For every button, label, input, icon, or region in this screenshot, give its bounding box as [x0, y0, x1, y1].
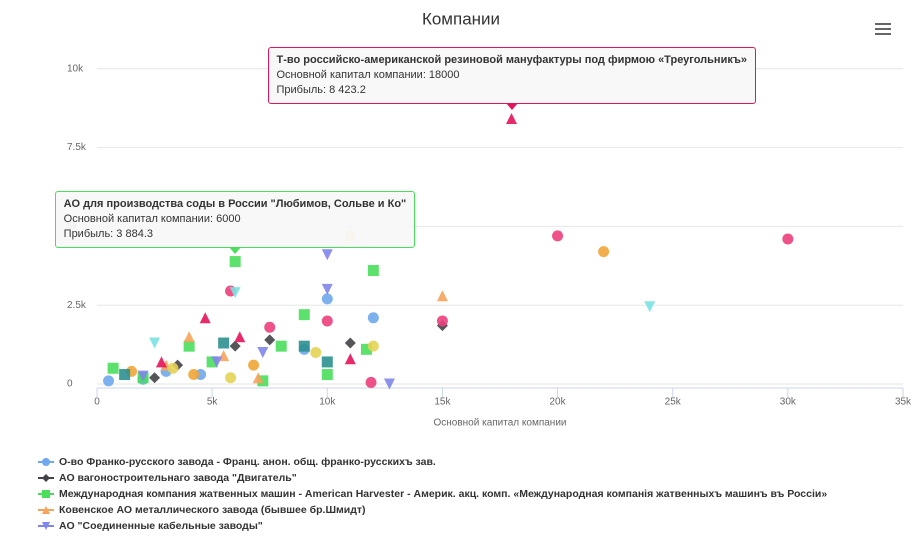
legend-item: АО "Соединенные кабельные заводы"	[38, 518, 918, 534]
point	[365, 376, 377, 388]
point	[598, 246, 610, 258]
y-tick-label: 2.5k	[67, 300, 87, 311]
x-tick-label: 25k	[665, 397, 682, 408]
legend-symbol	[38, 506, 54, 514]
point	[206, 356, 218, 368]
x-tick-label: 10k	[319, 397, 336, 408]
tooltip: Т-во российско-американской резиновой ма…	[267, 47, 756, 105]
point	[321, 356, 333, 368]
point	[229, 256, 241, 268]
legend-label: АО "Соединенные кабельные заводы"	[59, 520, 263, 532]
point	[188, 369, 200, 381]
point	[506, 112, 518, 124]
legend-symbol	[38, 458, 54, 466]
point	[42, 458, 50, 466]
tooltip-arrow	[505, 103, 518, 111]
tooltip-line: Прибыль: 8 423.2	[276, 84, 366, 97]
legend-item: Международная компания жатвенных машин -…	[38, 486, 918, 502]
legend-item: Ковенское АО металлического завода (бывш…	[38, 502, 918, 518]
point	[119, 369, 131, 381]
point	[42, 474, 50, 482]
point	[257, 346, 269, 358]
point	[298, 340, 310, 352]
point	[252, 372, 264, 384]
tooltip-arrow	[229, 246, 242, 254]
legend-label: О-во Франко-русского завода - Франц. ано…	[59, 456, 436, 468]
legend-label: Ковенское АО металлического завода (бывш…	[59, 504, 366, 516]
point	[149, 337, 161, 349]
x-tick-label: 30k	[780, 397, 797, 408]
point	[167, 362, 179, 374]
chart: Компании Основной капитал компании 0 2.5k…	[67, 9, 912, 429]
legend-symbol	[38, 522, 54, 530]
tooltip-title: АО для производства соды в России "Любим…	[63, 197, 407, 210]
point	[344, 353, 356, 365]
x-tick-label: 35k	[895, 397, 912, 408]
tooltip-title: Т-во российско-американской резиновой ма…	[276, 54, 747, 67]
y-tick-label: 0	[67, 379, 73, 390]
legend-label: АО вагоностроительнаго завода "Двигатель…	[59, 472, 297, 484]
x-tick-label: 0	[94, 397, 100, 408]
legend-item: О-во Франко-русского завода - Франц. ано…	[38, 454, 918, 470]
point	[234, 331, 246, 343]
point	[310, 346, 322, 358]
x-tick-label: 5k	[207, 397, 219, 408]
point	[149, 372, 161, 384]
point	[367, 312, 379, 324]
point	[229, 287, 241, 299]
point	[367, 265, 379, 277]
legend-symbol	[38, 474, 54, 482]
point	[383, 378, 395, 390]
point	[257, 375, 269, 387]
tooltip-line: Основной капитал компании: 6000	[63, 212, 241, 225]
point	[42, 506, 50, 514]
point	[183, 340, 195, 352]
point	[275, 340, 287, 352]
y-tick-label: 7.5k	[67, 142, 87, 153]
point	[344, 337, 356, 349]
tooltip: АО для производства соды в России "Любим…	[54, 190, 416, 248]
legend-item: АО вагоностроительнаго завода "Двигатель…	[38, 470, 918, 486]
point	[225, 372, 237, 384]
point	[42, 522, 50, 530]
point	[264, 334, 276, 346]
x-tick-label: 15k	[434, 397, 451, 408]
chart-title: Компании	[422, 9, 500, 28]
point	[42, 490, 50, 498]
point	[367, 340, 379, 352]
point	[137, 370, 149, 382]
point	[321, 293, 333, 305]
legend-label: Международная компания жатвенных машин -…	[59, 488, 828, 500]
point	[298, 309, 310, 321]
legend-symbol	[38, 490, 54, 498]
tooltip-line: Прибыль: 3 884.3	[63, 227, 153, 240]
point	[436, 290, 448, 302]
y-tick-label: 10k	[67, 63, 84, 74]
point	[199, 312, 211, 324]
point	[229, 340, 241, 352]
point	[644, 301, 656, 313]
point	[211, 356, 223, 368]
point	[103, 375, 115, 387]
point	[248, 359, 260, 371]
point	[264, 321, 276, 333]
menu-icon[interactable]	[875, 23, 891, 35]
point	[321, 315, 333, 327]
point	[552, 230, 564, 242]
point	[107, 362, 119, 374]
point	[155, 356, 167, 368]
point	[782, 233, 794, 245]
point	[321, 369, 333, 381]
legend: О-во Франко-русского завода - Франц. ано…	[38, 454, 918, 534]
point	[321, 249, 333, 261]
point	[321, 283, 333, 295]
x-tick-label: 20k	[550, 397, 567, 408]
point	[218, 337, 230, 349]
x-axis-title: Основной капитал компании	[433, 418, 566, 429]
point	[183, 331, 195, 343]
point	[360, 343, 372, 355]
tooltip-line: Основной капитал компании: 18000	[276, 69, 460, 82]
point	[436, 315, 448, 327]
